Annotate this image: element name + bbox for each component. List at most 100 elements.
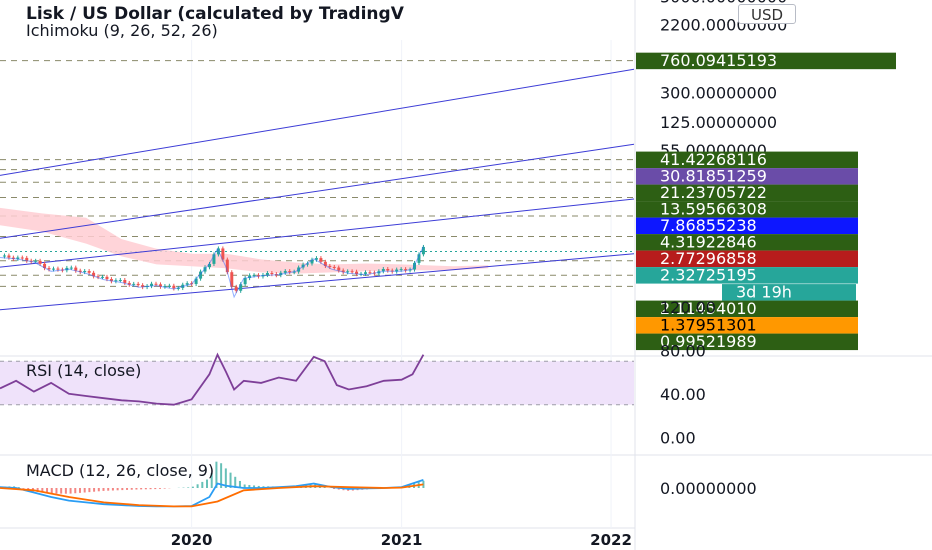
price-label[interactable] [636,168,858,185]
candle[interactable] [265,273,269,275]
candle[interactable] [158,284,162,287]
candle[interactable] [83,271,87,273]
candle[interactable] [386,268,390,271]
candle[interactable] [114,280,118,282]
candle[interactable] [199,271,203,279]
macd-line[interactable] [0,479,424,508]
macd-pane[interactable] [0,461,425,508]
candle[interactable] [16,257,20,259]
candle[interactable] [87,271,91,273]
candle[interactable] [350,271,354,273]
candle[interactable] [404,269,408,271]
currency-button[interactable]: USD [738,4,796,24]
candle[interactable] [150,283,154,287]
price-label[interactable] [636,267,858,284]
candle[interactable] [109,279,113,282]
candle[interactable] [323,261,327,266]
candle[interactable] [212,254,216,264]
candle[interactable] [74,267,78,271]
candle[interactable] [310,259,314,264]
candle[interactable] [230,272,234,287]
macd-signal-line[interactable] [0,483,424,508]
candle[interactable] [399,269,403,271]
candle[interactable] [346,271,350,273]
rsi-legend[interactable]: RSI (14, close) [26,361,141,380]
channel-line[interactable] [0,143,635,239]
candle[interactable] [185,283,189,285]
price-label[interactable] [636,300,858,318]
candle[interactable] [328,265,332,267]
candle[interactable] [355,271,359,275]
candle[interactable] [69,267,73,269]
symbol-title[interactable]: Lisk / US Dollar (calculated by TradingV [26,4,405,24]
price-pane[interactable] [0,40,635,528]
candle[interactable] [288,271,292,273]
candle[interactable] [154,283,158,285]
channel-line[interactable] [0,253,635,311]
price-label[interactable] [636,250,858,268]
rsi-pane[interactable] [0,352,634,406]
price-label[interactable] [636,201,858,218]
time-axis[interactable]: 2020 2021 2022 [171,531,632,549]
candle[interactable] [306,263,310,265]
candle[interactable] [43,263,47,269]
candle[interactable] [92,272,96,277]
candle[interactable] [252,275,256,277]
candle[interactable] [270,273,274,275]
price-label[interactable] [636,234,858,251]
channel-line[interactable] [0,68,635,176]
candle[interactable] [341,270,345,273]
candle[interactable] [78,270,82,272]
candle[interactable] [7,255,11,258]
candle[interactable] [25,257,29,261]
candle[interactable] [132,283,136,285]
candle[interactable] [172,285,176,289]
candle[interactable] [127,282,131,285]
candle[interactable] [337,267,341,271]
channel-line[interactable] [0,198,635,268]
candle[interactable] [421,246,425,255]
candle[interactable] [332,266,336,268]
price-label[interactable] [636,317,858,334]
candle[interactable] [417,254,421,263]
candle[interactable] [225,259,229,273]
candle[interactable] [136,283,140,286]
ichimoku-legend[interactable]: Ichimoku (9, 26, 52, 26) [26,21,218,40]
candle[interactable] [163,286,167,288]
candle[interactable] [2,255,6,257]
candle[interactable] [221,248,225,260]
candle[interactable] [101,276,105,278]
candle[interactable] [314,258,318,260]
candle[interactable] [56,268,60,270]
candle[interactable] [243,278,247,285]
candle[interactable] [176,287,180,289]
candle[interactable] [413,262,417,270]
candle[interactable] [51,268,55,270]
candle[interactable] [368,272,372,274]
price-axis[interactable]: 13000.000000005000.000000002200.00000000… [636,0,896,498]
macd-legend[interactable]: MACD (12, 26, close, 9) [26,461,214,480]
candle[interactable] [319,258,323,262]
candle[interactable] [96,276,100,278]
candle[interactable] [20,257,24,259]
price-label[interactable] [636,151,858,169]
candle[interactable] [105,276,109,280]
candle[interactable] [248,275,252,279]
candle[interactable] [239,284,243,291]
rsi-line[interactable] [0,352,425,406]
price-label[interactable] [722,284,856,301]
candle[interactable] [141,285,145,288]
candle[interactable] [194,278,198,284]
price-label[interactable] [636,52,896,70]
candle[interactable] [207,263,211,268]
candle[interactable] [234,286,238,291]
candle[interactable] [38,260,42,264]
price-label[interactable] [636,333,858,351]
price-label[interactable] [636,184,858,202]
candle[interactable] [47,268,51,270]
candle[interactable] [118,279,122,281]
candle[interactable] [34,260,38,262]
candle[interactable] [283,271,287,273]
candle[interactable] [363,272,367,274]
